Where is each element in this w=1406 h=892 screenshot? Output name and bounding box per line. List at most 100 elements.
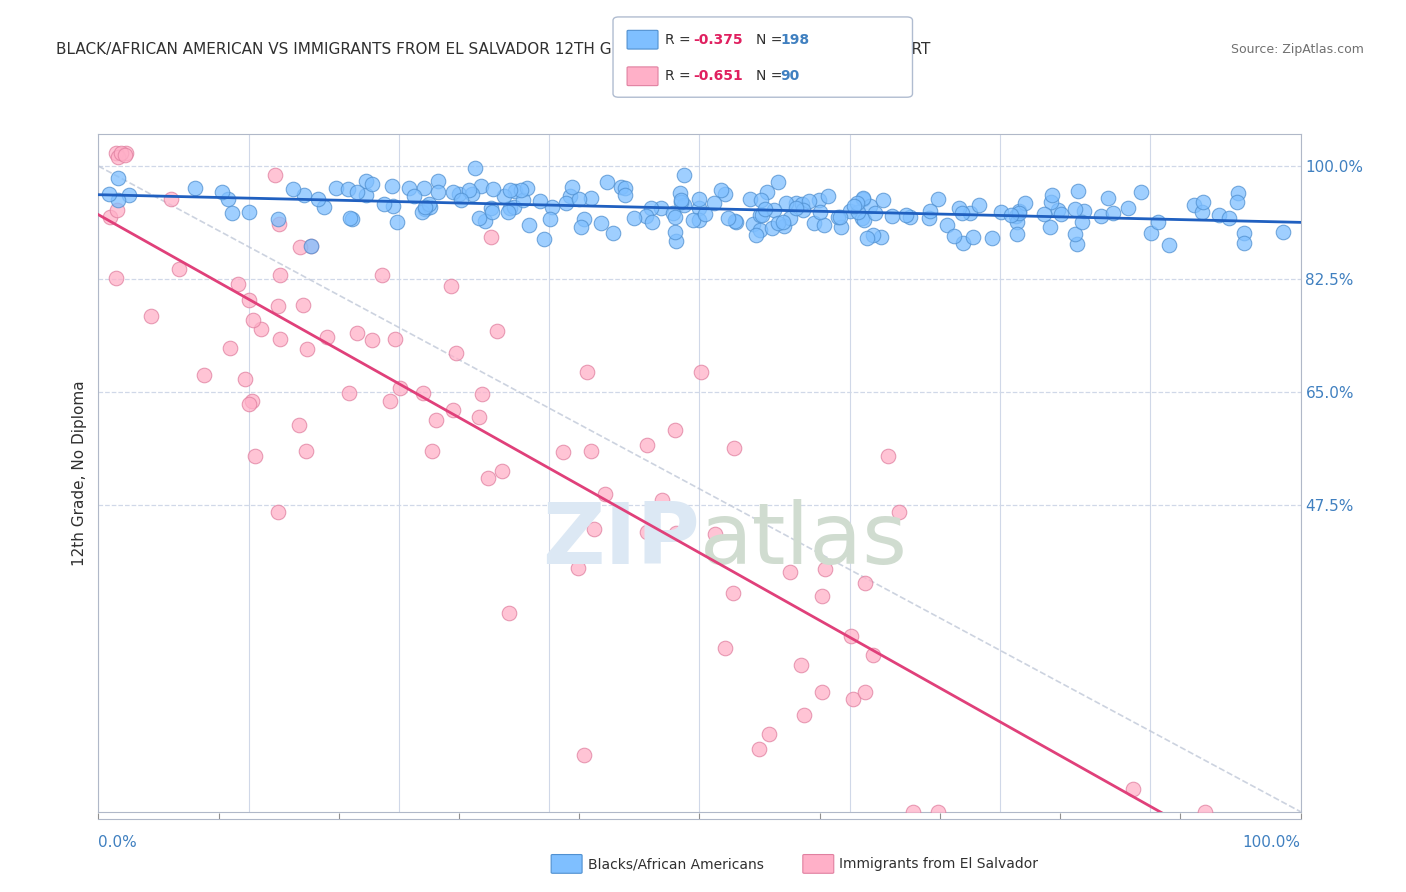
Point [918,204,941,219]
Point [470,178,492,193]
Point [576,365,599,379]
Point [669,193,692,207]
Point [839,203,862,218]
Point [775,196,797,211]
Point [1116,201,1139,215]
Point [561,180,583,194]
Point [267,212,290,227]
Text: atlas: atlas [700,499,907,582]
Point [723,586,745,600]
Point [339,211,361,225]
Point [1233,226,1256,240]
Text: 0.0%: 0.0% [98,836,138,850]
Point [441,402,464,417]
Point [481,204,503,219]
Point [763,203,786,218]
Point [623,211,645,225]
Point [807,193,830,207]
Point [219,342,242,356]
Point [772,215,794,229]
Point [354,188,377,202]
Point [360,177,382,191]
Point [793,708,815,723]
Text: BLACK/AFRICAN AMERICAN VS IMMIGRANTS FROM EL SALVADOR 12TH GRADE, NO DIPLOMA COR: BLACK/AFRICAN AMERICAN VS IMMIGRANTS FRO… [56,42,931,56]
Point [842,199,865,213]
Point [640,201,662,215]
Point [471,387,494,401]
Point [745,227,768,242]
Point [852,212,875,227]
Point [609,179,631,194]
Point [297,342,319,356]
Point [105,146,128,161]
Point [1157,238,1180,252]
Point [541,200,564,214]
Point [845,195,868,210]
Point [917,211,939,225]
Point [748,208,770,222]
Point [579,191,602,205]
Point [299,239,322,253]
Point [614,188,637,202]
Text: 198: 198 [780,33,810,47]
Point [226,277,249,291]
Point [499,202,522,216]
Point [299,239,322,253]
Point [569,219,592,234]
Point [486,324,509,338]
Point [872,194,894,208]
Point [245,449,267,463]
Point [1032,207,1054,221]
Point [373,197,395,211]
Point [315,329,337,343]
Point [238,293,260,307]
Point [110,146,132,161]
Point [790,197,813,211]
Point [673,168,696,182]
Point [378,393,401,408]
Point [853,576,876,591]
Point [669,194,692,209]
Point [233,372,256,386]
Point [869,230,891,244]
Point [682,212,704,227]
Point [167,261,190,276]
Point [636,209,658,223]
Point [1097,191,1119,205]
Point [664,211,686,225]
Point [505,184,527,198]
Point [193,368,215,382]
Point [418,197,440,211]
Text: Blacks/African Americans: Blacks/African Americans [588,857,763,871]
Point [1208,208,1230,222]
Point [568,192,591,206]
Point [211,186,233,200]
Point [969,197,991,211]
Point [242,394,264,409]
Point [1008,205,1031,219]
Point [426,174,449,188]
Point [1047,202,1070,217]
Point [948,201,970,215]
Point [441,186,464,200]
Point [105,202,128,217]
Point [115,146,138,161]
Point [446,345,468,359]
Point [1008,204,1031,219]
Point [936,218,959,232]
Point [582,522,605,536]
Point [846,205,869,219]
Point [160,192,183,206]
Point [107,150,129,164]
Point [693,207,716,221]
Point [269,217,291,231]
Point [1050,207,1073,221]
Point [336,182,359,196]
Point [97,186,120,201]
Point [672,198,695,212]
Point [1226,186,1249,201]
Point [768,175,790,189]
Point [413,202,436,217]
Point [602,226,624,240]
Point [761,221,783,235]
